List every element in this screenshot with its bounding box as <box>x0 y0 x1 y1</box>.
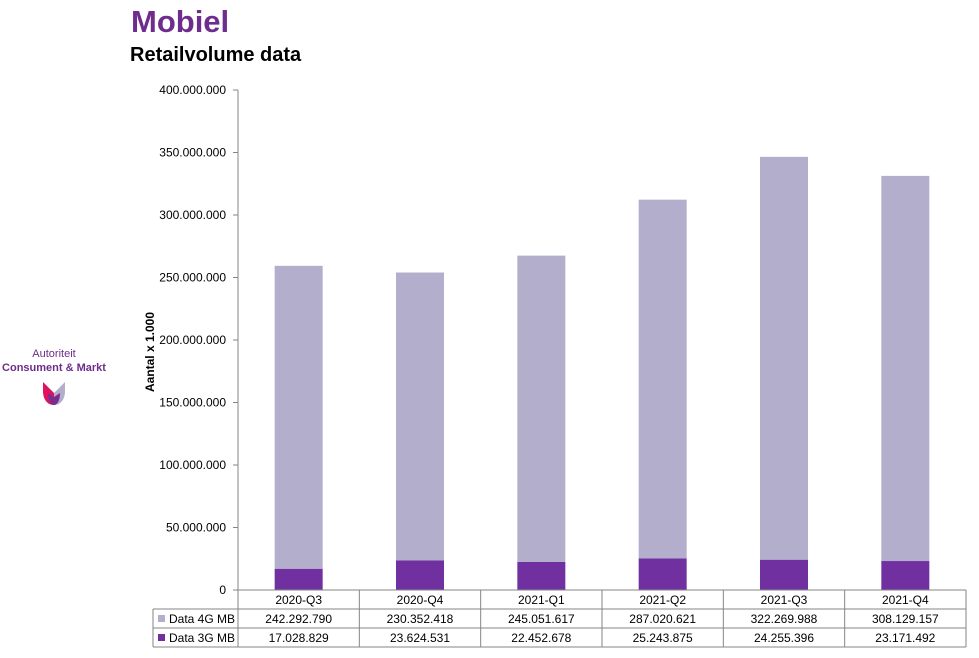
y-tick-label: 400.000.000 <box>159 83 226 97</box>
logo-text-line2: Consument & Markt <box>2 362 106 374</box>
y-tick-label: 100.000.000 <box>159 458 226 472</box>
bar-4g-2021-q1 <box>517 255 566 562</box>
bar-3g-2020-q3 <box>274 568 323 590</box>
y-tick-label: 350.000.000 <box>159 146 226 160</box>
legend-swatch <box>158 634 165 641</box>
bar-3g-2021-q2 <box>638 558 687 590</box>
bar-4g-2021-q3 <box>760 156 808 560</box>
y-tick-label: 50.000.000 <box>166 521 226 535</box>
logo-mark-icon <box>43 382 65 405</box>
bar-4g-2021-q2 <box>638 199 687 559</box>
data-value-label: 230.352.418 <box>387 612 454 626</box>
bar-3g-2021-q3 <box>760 559 808 590</box>
bar-3g-2020-q4 <box>396 560 444 590</box>
y-tick-label: 300.000.000 <box>159 208 226 222</box>
bar-4g-2020-q3 <box>274 265 323 569</box>
y-tick-label: 250.000.000 <box>159 271 226 285</box>
data-value-label: 245.051.617 <box>508 612 575 626</box>
category-label: 2021-Q2 <box>639 593 686 607</box>
data-value-label: 25.243.875 <box>633 631 693 645</box>
category-label: 2021-Q3 <box>761 593 808 607</box>
y-axis: 0 50.000.000 100.000.000 150.000.000 200.000… <box>143 83 239 597</box>
y-tick-label: 150.000.000 <box>159 396 226 410</box>
logo-text-line1: Autoriteit <box>32 348 76 360</box>
y-tick-label: 200.000.000 <box>159 333 226 347</box>
chart-title: Retailvolume data <box>130 44 302 66</box>
category-label: 2021-Q4 <box>882 593 929 607</box>
legend-swatch <box>158 615 165 622</box>
y-axis-title: Aantal x 1.000 <box>143 312 157 392</box>
legend-label: Data 3G MB <box>169 631 235 645</box>
data-value-label: 308.129.157 <box>872 612 939 626</box>
y-tick-label: 0 <box>219 583 226 597</box>
data-value-label: 322.269.988 <box>751 612 818 626</box>
category-label: 2020-Q3 <box>275 593 322 607</box>
data-value-label: 23.624.531 <box>390 631 450 645</box>
bar-3g-2021-q4 <box>881 561 930 590</box>
bar-3g-2021-q1 <box>517 561 566 590</box>
data-value-label: 23.171.492 <box>875 631 935 645</box>
category-label: 2021-Q1 <box>518 593 565 607</box>
data-value-label: 24.255.396 <box>754 631 814 645</box>
data-table: 2020-Q3 2020-Q4 2021-Q1 2021-Q2 2021-Q3 2021-… <box>152 589 967 648</box>
legend-label: Data 4G MB <box>169 612 235 626</box>
category-label: 2020-Q4 <box>397 593 444 607</box>
data-value-label: 17.028.829 <box>269 631 329 645</box>
data-value-label: 287.020.621 <box>629 612 696 626</box>
data-value-label: 22.452.678 <box>511 631 571 645</box>
bars <box>274 156 930 590</box>
acm-logo: Autoriteit Consument & Markt <box>2 347 106 407</box>
page-title: Mobiel <box>131 4 230 39</box>
bar-4g-2021-q4 <box>881 175 930 562</box>
data-value-label: 242.292.790 <box>265 612 332 626</box>
bar-4g-2020-q4 <box>396 272 444 561</box>
